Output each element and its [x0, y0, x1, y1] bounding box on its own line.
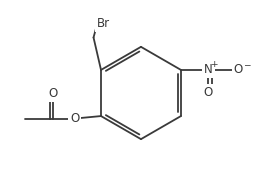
Text: +: + — [210, 60, 218, 69]
Text: N: N — [204, 63, 213, 76]
Text: −: − — [243, 60, 251, 69]
Text: O: O — [70, 112, 79, 125]
Text: O: O — [49, 87, 58, 100]
Text: O: O — [204, 86, 213, 99]
Text: O: O — [233, 63, 243, 76]
Text: Br: Br — [97, 17, 111, 30]
